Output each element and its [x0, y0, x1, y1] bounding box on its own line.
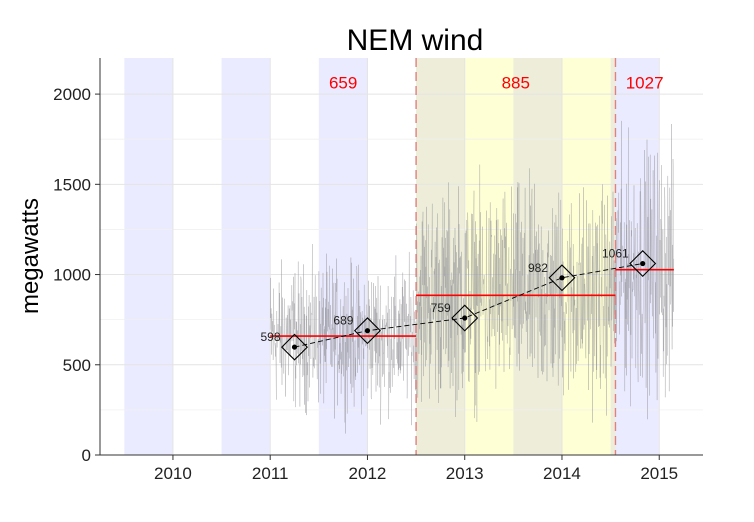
annual-point-label: 1061 [602, 247, 629, 261]
x-tick-label: 2014 [543, 464, 581, 483]
x-tick-label: 2010 [154, 464, 192, 483]
y-tick-label: 2000 [53, 85, 91, 104]
shaded-band [221, 58, 271, 455]
chart-title: NEM wind [347, 24, 484, 57]
y-tick-label: 1000 [53, 266, 91, 285]
annual-point: 759 [431, 301, 479, 332]
annual-point-dot [291, 344, 298, 350]
annual-point-label: 982 [528, 261, 548, 275]
annual-point-dot [462, 315, 468, 321]
plot-area: 659 885 1027 598 689 759 982 1061 0 500 1000 1500 20… [53, 58, 703, 483]
x-tick-label: 2011 [252, 464, 289, 483]
shaded-band [416, 58, 465, 455]
annual-point-label: 598 [260, 330, 280, 344]
annual-point-label: 689 [333, 314, 353, 328]
shaded-band [318, 58, 368, 455]
y-tick-label: 1500 [53, 175, 91, 194]
annual-point-label: 759 [431, 301, 451, 315]
raw-wind-series [269, 120, 675, 434]
x-tick-label: 2012 [349, 464, 387, 483]
annual-point-dot [640, 260, 646, 267]
annual-point: 982 [528, 261, 576, 292]
annual-point-dot [559, 275, 565, 281]
y-tick-label: 0 [82, 446, 91, 465]
annual-point-diamond [281, 333, 309, 361]
x-tick-label: 2013 [446, 464, 484, 483]
annual-point-diamond [629, 250, 657, 278]
annual-point-diamond [353, 317, 381, 345]
period-mean-label: 885 [502, 74, 530, 93]
period-mean-label: 659 [329, 74, 357, 93]
y-axis-label: megawatts [17, 198, 44, 314]
x-tick-label: 2015 [640, 464, 678, 483]
annual-point-diamond [451, 304, 479, 332]
annual-point-diamond [548, 264, 576, 292]
annual-point-dot [364, 328, 371, 334]
annual-point: 1061 [602, 247, 657, 278]
annual-point: 689 [333, 314, 381, 345]
annual-point: 598 [260, 330, 309, 361]
period-mean-label: 1027 [626, 74, 664, 93]
y-tick-label: 500 [63, 356, 91, 375]
shaded-band [124, 58, 173, 455]
